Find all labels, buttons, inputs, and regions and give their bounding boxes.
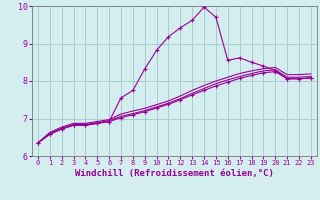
X-axis label: Windchill (Refroidissement éolien,°C): Windchill (Refroidissement éolien,°C) xyxy=(75,169,274,178)
